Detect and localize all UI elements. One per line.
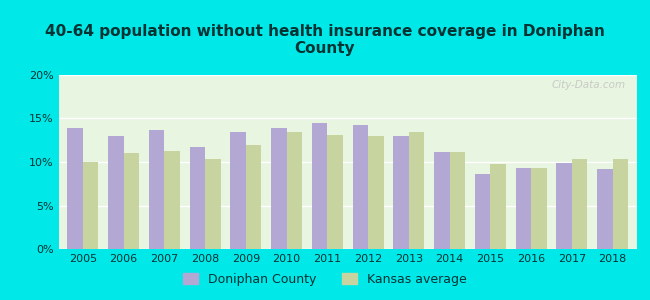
Bar (149, 130, 164, 249)
Bar (287, 132, 302, 249)
Bar (83, 162, 98, 249)
Bar (475, 174, 490, 249)
Bar (409, 132, 424, 249)
Bar (556, 163, 572, 249)
Bar (312, 123, 328, 249)
Bar (612, 158, 628, 249)
Bar (124, 153, 139, 249)
Bar (572, 158, 588, 249)
Bar (597, 169, 612, 249)
Bar (190, 147, 205, 249)
Bar (434, 152, 450, 249)
Bar (368, 136, 384, 249)
Bar (515, 168, 531, 249)
Bar (271, 128, 287, 249)
Bar (353, 125, 368, 249)
Bar (328, 135, 343, 249)
Text: City-Data.com: City-Data.com (551, 80, 625, 90)
Bar (531, 168, 547, 249)
Bar (230, 132, 246, 249)
Bar (68, 128, 83, 249)
Bar (205, 158, 220, 249)
Bar (108, 136, 124, 249)
Bar (490, 164, 506, 249)
Bar (450, 152, 465, 249)
Bar (164, 151, 180, 249)
Bar (393, 136, 409, 249)
Bar (246, 145, 261, 249)
Legend: Doniphan County, Kansas average: Doniphan County, Kansas average (179, 268, 471, 291)
Text: 40-64 population without health insurance coverage in Doniphan
County: 40-64 population without health insuranc… (45, 24, 605, 56)
